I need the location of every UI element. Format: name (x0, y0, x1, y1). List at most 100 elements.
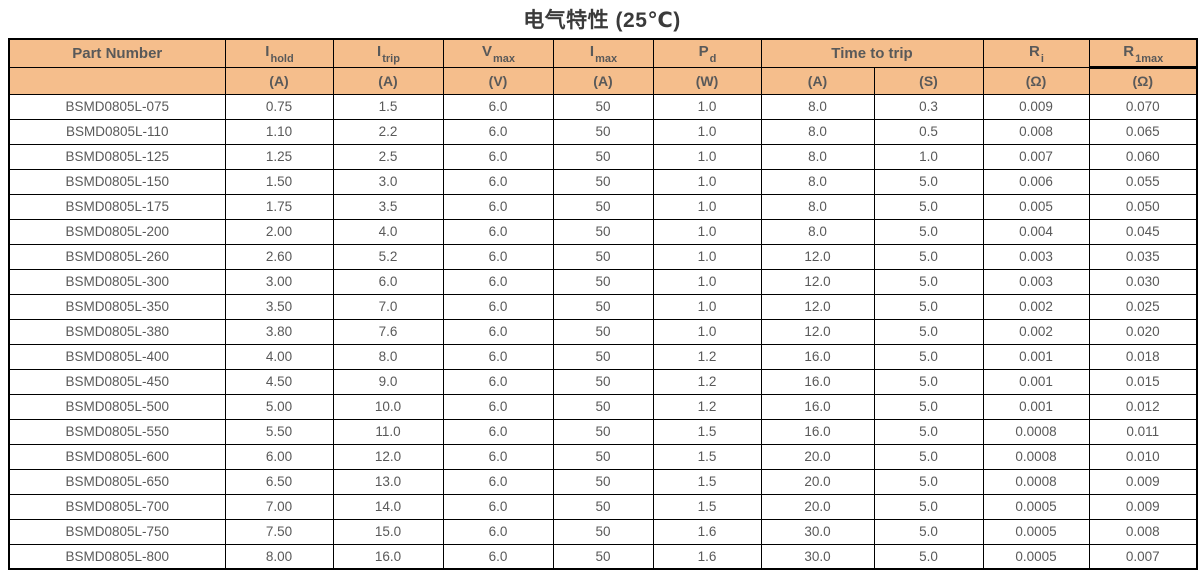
itrip-cell: 13.0 (332, 468, 444, 495)
r1max-cell: 0.015 (1088, 368, 1198, 395)
ihold-cell: 1.25 (224, 143, 334, 170)
ri-cell: 0.009 (982, 93, 1090, 120)
imax-cell: 50 (552, 293, 654, 320)
time-to-trip-seconds-cell: 0.5 (873, 118, 984, 145)
itrip-cell: 8.0 (332, 343, 444, 370)
time-to-trip-seconds-cell: 0.3 (873, 93, 984, 120)
part-number-cell: BSMD0805L-260 (8, 243, 226, 270)
ri-cell: 0.007 (982, 143, 1090, 170)
ri-cell: 0.006 (982, 168, 1090, 195)
ri-cell: 0.0005 (982, 518, 1090, 545)
header-row-symbols: Part Number Ihold Itrip Vmax Imax Pd Tim… (8, 38, 1198, 69)
ihold-cell: 1.50 (224, 168, 334, 195)
r1max-cell: 0.020 (1088, 318, 1198, 345)
ihold-cell: 1.10 (224, 118, 334, 145)
unit-cell-empty (8, 66, 226, 95)
part-number-cell: BSMD0805L-350 (8, 293, 226, 320)
time-to-trip-current-cell: 8.0 (760, 93, 875, 120)
column-header-vmax: Vmax (442, 38, 554, 68)
itrip-cell: 1.5 (332, 93, 444, 120)
ihold-cell: 2.00 (224, 218, 334, 245)
r1max-cell: 0.025 (1088, 293, 1198, 320)
pd-cell: 1.2 (652, 368, 762, 395)
ihold-cell: 7.00 (224, 493, 334, 520)
part-number-cell: BSMD0805L-500 (8, 393, 226, 420)
table-row: BSMD0805L-500 5.00 10.0 6.0 50 1.2 16.0 5.0 0.00… (8, 393, 1198, 420)
r1max-cell: 0.009 (1088, 468, 1198, 495)
part-number-cell: BSMD0805L-600 (8, 443, 226, 470)
ihold-cell: 4.50 (224, 368, 334, 395)
column-header-pd: Pd (652, 38, 762, 68)
time-to-trip-current-cell: 12.0 (760, 243, 875, 270)
unit-cell-time-seconds: (S) (873, 66, 984, 95)
vmax-cell: 6.0 (442, 93, 554, 120)
pd-cell: 1.6 (652, 543, 762, 570)
part-number-cell: BSMD0805L-380 (8, 318, 226, 345)
pd-cell: 1.0 (652, 243, 762, 270)
r1max-cell: 0.007 (1088, 543, 1198, 570)
table-header: Part Number Ihold Itrip Vmax Imax Pd Tim… (8, 38, 1198, 95)
time-to-trip-current-cell: 12.0 (760, 318, 875, 345)
itrip-cell: 2.5 (332, 143, 444, 170)
vmax-cell: 6.0 (442, 293, 554, 320)
r1max-cell: 0.055 (1088, 168, 1198, 195)
vmax-cell: 6.0 (442, 518, 554, 545)
table-row: BSMD0805L-650 6.50 13.0 6.0 50 1.5 20.0 5.0 0.00… (8, 468, 1198, 495)
ihold-cell: 7.50 (224, 518, 334, 545)
ihold-cell: 3.80 (224, 318, 334, 345)
column-header-r1max: R1max (1088, 38, 1198, 69)
ri-cell: 0.001 (982, 368, 1090, 395)
itrip-cell: 9.0 (332, 368, 444, 395)
table-row: BSMD0805L-450 4.50 9.0 6.0 50 1.2 16.0 5.0 0.001… (8, 368, 1198, 395)
part-number-cell: BSMD0805L-700 (8, 493, 226, 520)
column-header-imax: Imax (552, 38, 654, 68)
time-to-trip-current-cell: 20.0 (760, 443, 875, 470)
vmax-cell: 6.0 (442, 243, 554, 270)
part-number-cell: BSMD0805L-550 (8, 418, 226, 445)
vmax-cell: 6.0 (442, 443, 554, 470)
itrip-cell: 6.0 (332, 268, 444, 295)
unit-cell-vmax: (V) (442, 66, 554, 95)
ri-cell: 0.0008 (982, 468, 1090, 495)
ri-cell: 0.003 (982, 243, 1090, 270)
vmax-cell: 6.0 (442, 318, 554, 345)
imax-cell: 50 (552, 543, 654, 570)
time-to-trip-current-cell: 8.0 (760, 143, 875, 170)
table-row: BSMD0805L-600 6.00 12.0 6.0 50 1.5 20.0 5.0 0.00… (8, 443, 1198, 470)
table-row: BSMD0805L-110 1.10 2.2 6.0 50 1.0 8.0 0.5 0.008 0… (8, 118, 1198, 145)
part-number-cell: BSMD0805L-800 (8, 543, 226, 570)
itrip-cell: 7.0 (332, 293, 444, 320)
ri-cell: 0.002 (982, 293, 1090, 320)
vmax-cell: 6.0 (442, 393, 554, 420)
imax-cell: 50 (552, 368, 654, 395)
table-row: BSMD0805L-150 1.50 3.0 6.0 50 1.0 8.0 5.0 0.006 0… (8, 168, 1198, 195)
part-number-cell: BSMD0805L-300 (8, 268, 226, 295)
imax-cell: 50 (552, 468, 654, 495)
time-to-trip-seconds-cell: 5.0 (873, 218, 984, 245)
r1max-cell: 0.030 (1088, 268, 1198, 295)
ihold-cell: 5.50 (224, 418, 334, 445)
pd-cell: 1.5 (652, 493, 762, 520)
time-to-trip-current-cell: 8.0 (760, 168, 875, 195)
table-row: BSMD0805L-400 4.00 8.0 6.0 50 1.2 16.0 5.0 0.001… (8, 343, 1198, 370)
column-header-ihold: Ihold (224, 38, 334, 68)
imax-cell: 50 (552, 443, 654, 470)
ri-cell: 0.002 (982, 318, 1090, 345)
column-header-time-to-trip: Time to trip (760, 38, 984, 68)
time-to-trip-seconds-cell: 5.0 (873, 518, 984, 545)
column-header-part-number: Part Number (8, 38, 226, 68)
ihold-cell: 3.50 (224, 293, 334, 320)
pd-cell: 1.5 (652, 443, 762, 470)
vmax-cell: 6.0 (442, 168, 554, 195)
table-row: BSMD0805L-350 3.50 7.0 6.0 50 1.0 12.0 5.0 0.002… (8, 293, 1198, 320)
ri-cell: 0.0008 (982, 443, 1090, 470)
vmax-cell: 6.0 (442, 543, 554, 570)
table-row: BSMD0805L-200 2.00 4.0 6.0 50 1.0 8.0 5.0 0.004 0… (8, 218, 1198, 245)
page-title: 电气特性 (25℃) (523, 9, 681, 32)
table-row: BSMD0805L-075 0.75 1.5 6.0 50 1.0 8.0 0.3 0.009 0… (8, 93, 1198, 120)
pd-cell: 1.0 (652, 168, 762, 195)
table-row: BSMD0805L-700 7.00 14.0 6.0 50 1.5 20.0 5.0 0.00… (8, 493, 1198, 520)
time-to-trip-seconds-cell: 5.0 (873, 443, 984, 470)
part-number-cell: BSMD0805L-400 (8, 343, 226, 370)
itrip-cell: 4.0 (332, 218, 444, 245)
